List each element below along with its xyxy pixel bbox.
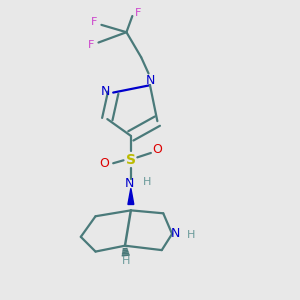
Text: H: H xyxy=(143,177,151,188)
Text: H: H xyxy=(187,230,195,240)
Text: N: N xyxy=(170,227,180,240)
Polygon shape xyxy=(128,188,134,205)
Text: N: N xyxy=(125,177,134,190)
Text: O: O xyxy=(152,143,162,157)
Text: N: N xyxy=(145,74,155,87)
Text: F: F xyxy=(135,8,141,18)
Text: S: S xyxy=(126,153,136,167)
Text: F: F xyxy=(91,17,97,27)
Text: N: N xyxy=(101,85,110,98)
Text: O: O xyxy=(99,157,109,170)
Text: F: F xyxy=(88,40,94,50)
Text: H: H xyxy=(122,256,130,266)
